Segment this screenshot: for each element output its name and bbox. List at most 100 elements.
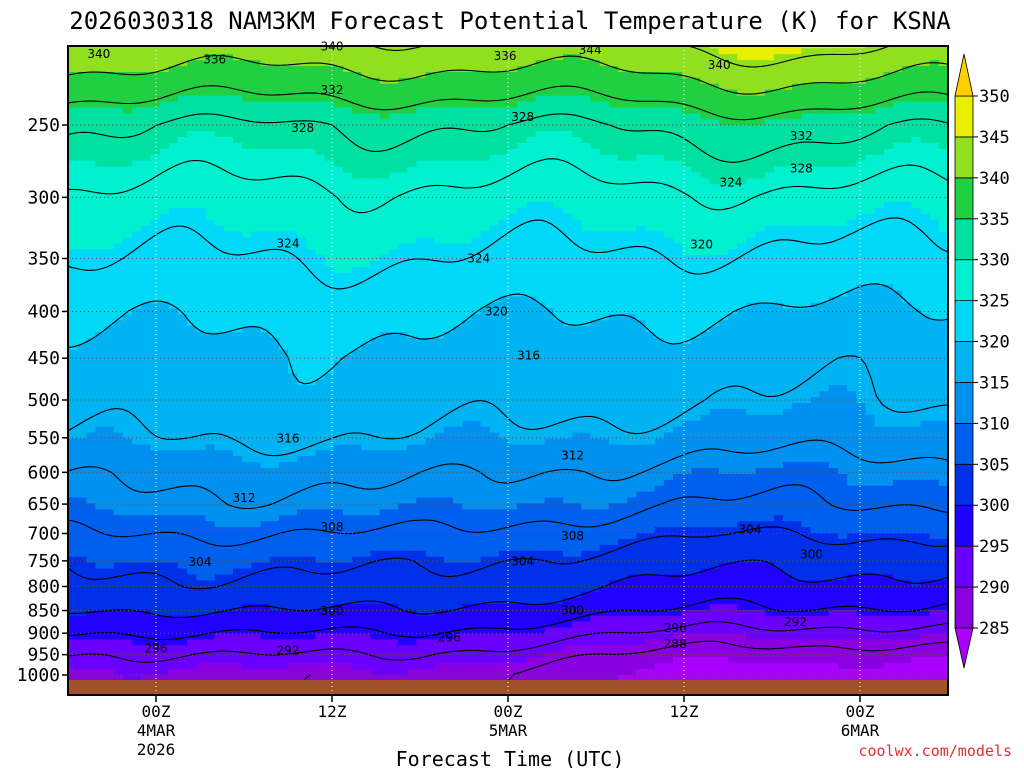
fill-cell	[471, 290, 482, 298]
fill-cell	[838, 207, 848, 215]
fill-cell	[883, 136, 894, 144]
fill-cell	[407, 131, 417, 138]
fill-cell	[929, 54, 940, 61]
fill-cell	[773, 83, 784, 91]
fill-cell	[911, 125, 922, 132]
fill-cell	[352, 48, 362, 55]
fill-cell	[113, 308, 124, 315]
fill-cell	[443, 142, 454, 150]
fill-cell	[196, 119, 207, 126]
fill-cell	[544, 231, 555, 239]
fill-cell	[416, 172, 427, 179]
fill-cell	[828, 225, 839, 233]
fill-cell	[379, 284, 390, 292]
fill-cell	[214, 296, 225, 304]
fill-cell	[536, 36, 546, 43]
fill-cell	[883, 190, 894, 197]
fill-cell	[132, 83, 142, 91]
fill-cell	[370, 243, 381, 250]
fill-cell	[883, 243, 894, 250]
fill-cell	[371, 36, 381, 43]
fill-cell	[865, 60, 876, 67]
fill-cell	[416, 314, 427, 321]
fill-cell	[324, 131, 335, 138]
fill-cell	[398, 46, 408, 49]
fill-cell	[810, 60, 821, 67]
fill-cell	[388, 272, 399, 280]
fill-cell	[691, 48, 702, 55]
fill-cell	[828, 136, 839, 144]
fill-cell	[168, 154, 179, 162]
fill-cell	[544, 66, 555, 73]
fill-cell	[508, 261, 518, 268]
fill-cell	[104, 101, 115, 109]
fill-cell	[883, 332, 894, 339]
fill-cell	[242, 326, 252, 333]
fill-cell	[370, 119, 381, 126]
fill-cell	[187, 113, 197, 120]
fill-cell	[196, 113, 207, 120]
fill-cell	[214, 89, 225, 97]
fill-cell	[773, 231, 784, 239]
fill-cell	[902, 107, 912, 114]
fill-cell	[352, 172, 362, 179]
fill-cell	[196, 184, 207, 191]
fill-cell	[847, 326, 857, 333]
fill-cell	[480, 332, 491, 339]
fill-cell	[498, 178, 509, 185]
fill-cell	[709, 83, 720, 91]
fill-cell	[278, 46, 289, 49]
fill-cell	[673, 77, 683, 85]
fill-cell	[902, 95, 912, 103]
fill-cell	[168, 337, 179, 345]
fill-cell	[416, 154, 427, 162]
fill-cell	[654, 302, 665, 309]
fill-cell	[159, 278, 170, 286]
fill-cell	[783, 261, 793, 268]
fill-cell	[453, 201, 463, 209]
fill-cell	[618, 302, 628, 309]
fill-cell	[498, 284, 509, 292]
fill-cell	[673, 131, 683, 138]
fill-cell	[590, 172, 601, 179]
fill-cell	[315, 160, 326, 168]
fill-cell	[361, 255, 372, 262]
fill-cell	[398, 184, 408, 191]
fill-cell	[581, 89, 592, 97]
fill-cell	[709, 136, 720, 144]
fill-cell	[498, 154, 509, 162]
fill-cell	[554, 36, 564, 43]
fill-cell	[178, 95, 188, 103]
fill-cell	[700, 296, 711, 304]
fill-cell	[691, 178, 702, 185]
fill-cell	[544, 71, 555, 79]
fill-cell	[737, 219, 747, 227]
fill-cell	[618, 320, 628, 327]
fill-cell	[801, 154, 812, 162]
fill-cell	[563, 201, 573, 209]
fill-cell	[306, 290, 317, 298]
fill-cell	[260, 332, 271, 339]
fill-cell	[572, 213, 582, 221]
fill-cell	[214, 249, 225, 256]
fill-cell	[123, 83, 133, 91]
fill-cell	[535, 290, 546, 298]
fill-cell	[783, 119, 793, 126]
fill-cell	[425, 255, 436, 262]
fill-cell	[581, 249, 592, 256]
fill-cell	[535, 302, 546, 309]
fill-cell	[361, 46, 372, 49]
fill-cell	[370, 54, 381, 61]
fill-cell	[489, 237, 500, 244]
fill-cell	[838, 278, 848, 286]
fill-cell	[847, 36, 857, 43]
fill-cell	[297, 46, 307, 49]
fill-cell	[425, 320, 436, 327]
fill-cell	[746, 326, 757, 333]
fill-cell	[874, 46, 885, 49]
fill-cell	[618, 95, 628, 103]
fill-cell	[746, 172, 757, 179]
fill-cell	[361, 136, 372, 144]
fill-cell	[489, 302, 500, 309]
fill-cell	[462, 178, 472, 185]
